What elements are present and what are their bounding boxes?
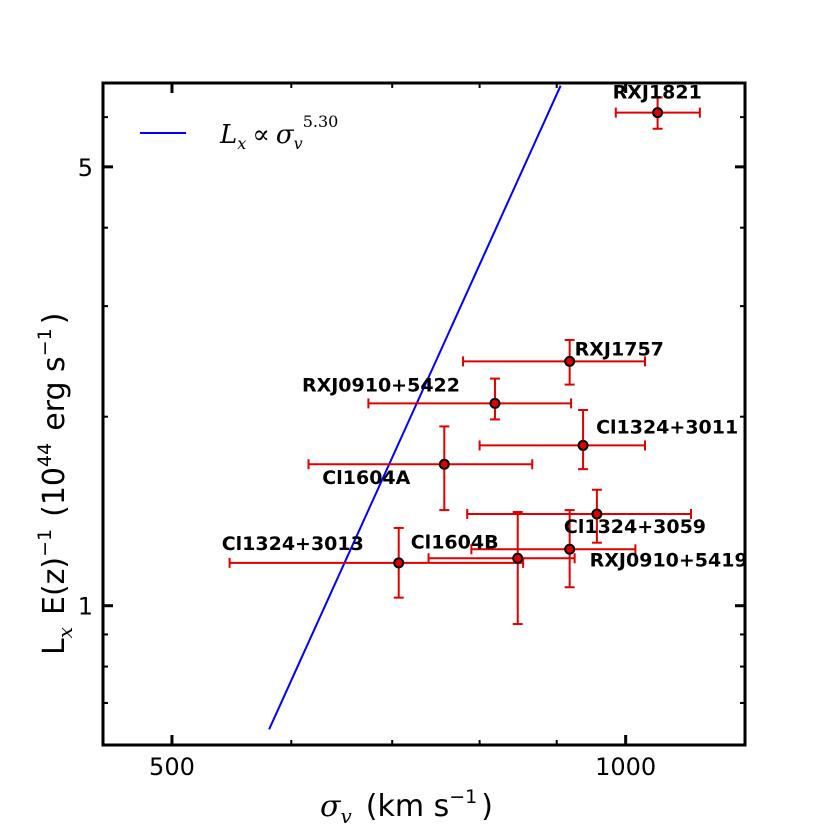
y-axis-label: LxE(z)−1(1044erg s−1) bbox=[34, 313, 77, 655]
point-labels: RXJ1821 RXJ1757 RXJ0910+5422 Cl1324+3011 Cl1… bbox=[222, 82, 748, 572]
legend-sub: x bbox=[237, 134, 246, 153]
data-point bbox=[564, 355, 576, 367]
tick-labels: 500 1000 1 5 bbox=[78, 154, 656, 781]
y-axis-symbol: L bbox=[37, 638, 72, 655]
y-axis-sub: x bbox=[53, 627, 77, 638]
data-point bbox=[438, 458, 450, 470]
data-point bbox=[577, 439, 589, 451]
y-tick-label: 5 bbox=[78, 154, 93, 182]
legend-sym2: σ bbox=[276, 120, 295, 150]
legend-exp: 5.30 bbox=[303, 112, 339, 131]
y-axis-close: ) bbox=[37, 313, 72, 325]
y-axis-open: (10 bbox=[37, 467, 72, 517]
x-axis-text: (km s bbox=[366, 789, 449, 824]
point-label: RXJ1821 bbox=[613, 82, 702, 104]
error-bar-group bbox=[478, 408, 647, 471]
fit-line-layer bbox=[268, 85, 562, 730]
point-label: Cl1324+3013 bbox=[222, 533, 364, 555]
x-axis-symbol: σ bbox=[320, 789, 342, 824]
y-axis-exp2: 44 bbox=[34, 443, 56, 467]
x-axis-sub: v bbox=[340, 804, 352, 828]
y-axis-exp: −1 bbox=[34, 529, 56, 557]
y-axis-text: E(z) bbox=[37, 557, 72, 615]
y-axis-exp3: −1 bbox=[34, 328, 56, 356]
x-axis-close: ) bbox=[481, 789, 493, 824]
data-point bbox=[393, 557, 405, 569]
error-bar-group bbox=[427, 511, 576, 626]
data-point bbox=[652, 107, 664, 119]
y-tick-label: 1 bbox=[78, 593, 93, 621]
point-label: Cl1604A bbox=[322, 467, 410, 489]
point-label: Cl1604B bbox=[411, 531, 499, 553]
error-bar-group bbox=[462, 338, 647, 386]
data-point bbox=[489, 397, 501, 409]
legend-symbol: L bbox=[219, 120, 237, 150]
point-label: RXJ1757 bbox=[575, 338, 664, 360]
point-label: Cl1324+3011 bbox=[596, 416, 738, 438]
x-tick-label: 1000 bbox=[595, 753, 656, 781]
data-point bbox=[512, 552, 524, 564]
fit-line bbox=[268, 85, 562, 730]
point-label: RXJ0910+5419 bbox=[590, 549, 748, 571]
data-point bbox=[564, 543, 576, 555]
x-axis-exp: −1 bbox=[449, 786, 477, 808]
point-label: RXJ0910+5422 bbox=[302, 374, 460, 396]
x-axis-label: σv (km s−1) bbox=[320, 786, 493, 828]
legend-label: Lx ∝ σv5.30 bbox=[219, 112, 338, 153]
legend-sub2: v bbox=[294, 134, 303, 153]
legend-prop: ∝ bbox=[252, 120, 270, 150]
x-tick-label: 500 bbox=[149, 753, 195, 781]
plot-frame bbox=[101, 81, 747, 747]
error-bars bbox=[228, 96, 701, 626]
axis-ticks bbox=[103, 83, 745, 745]
data-points bbox=[393, 107, 664, 569]
point-label: Cl1324+3059 bbox=[564, 516, 706, 538]
data-point bbox=[591, 508, 603, 520]
y-axis-units: erg s bbox=[37, 356, 72, 430]
